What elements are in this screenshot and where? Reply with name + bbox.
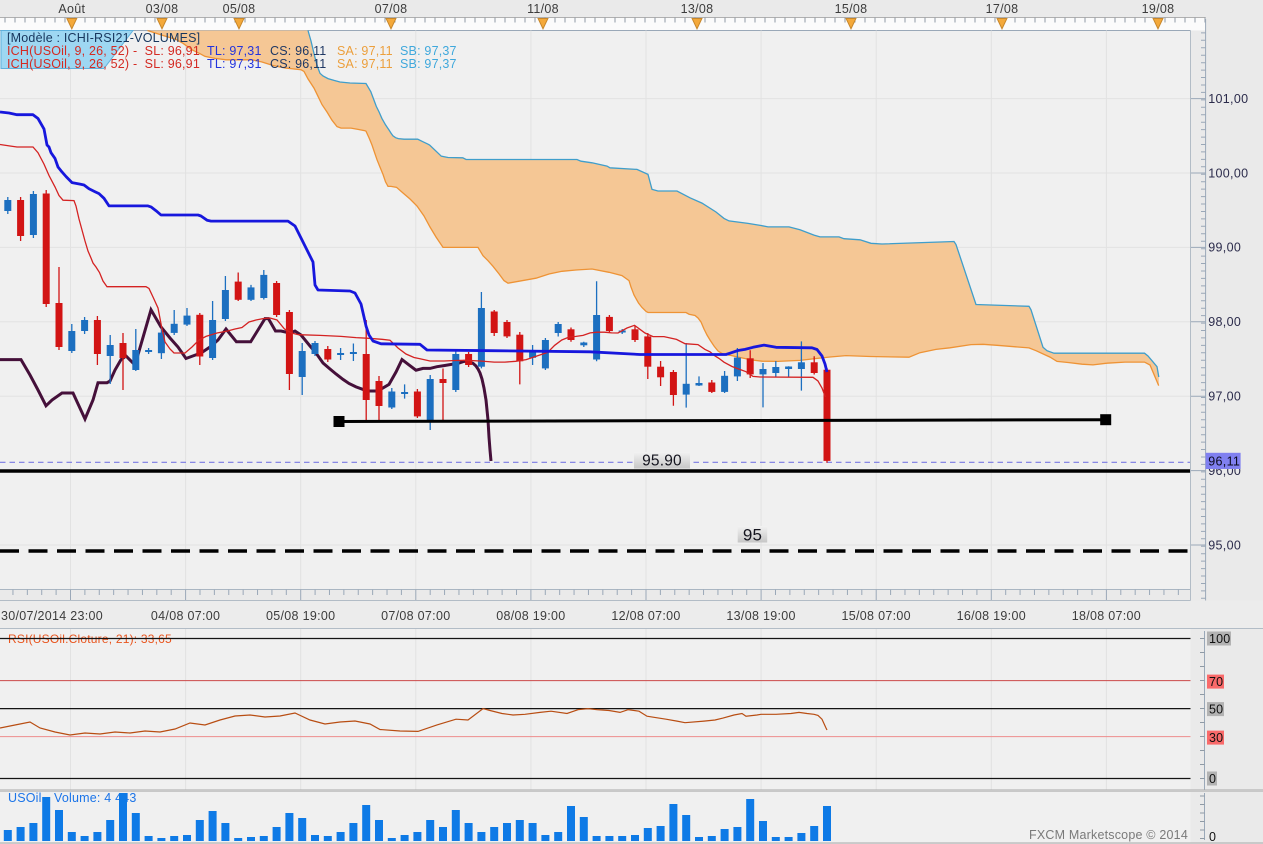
- svg-text:04/08 07:00: 04/08 07:00: [151, 609, 220, 623]
- svg-text:96,11: 96,11: [1208, 455, 1240, 469]
- svg-text:[Modèle : ICHI-RSI21-VOLUMES]: [Modèle : ICHI-RSI21-VOLUMES]: [7, 31, 200, 45]
- svg-text:ICH(USOil, 9, 26, 52) - SL: 9: ICH(USOil, 9, 26, 52) - SL: 96,91: [7, 44, 200, 58]
- svg-text:95,00: 95,00: [1208, 538, 1241, 552]
- svg-text:SA: 97,11: SA: 97,11: [337, 44, 393, 58]
- svg-text:FXCM Marketscope © 2014: FXCM Marketscope © 2014: [1029, 828, 1188, 842]
- svg-text:12/08 07:00: 12/08 07:00: [611, 609, 680, 623]
- svg-text:50: 50: [1209, 703, 1223, 717]
- svg-text:13/08: 13/08: [681, 2, 714, 16]
- svg-text:0: 0: [1209, 830, 1216, 844]
- svg-text:99,00: 99,00: [1208, 241, 1241, 255]
- svg-text:95.90: 95.90: [642, 453, 682, 470]
- svg-text:11/08: 11/08: [527, 2, 559, 16]
- svg-text:97,00: 97,00: [1208, 390, 1241, 404]
- svg-text:18/08 07:00: 18/08 07:00: [1072, 609, 1141, 623]
- svg-text:98,00: 98,00: [1208, 315, 1241, 329]
- svg-text:05/08 19:00: 05/08 19:00: [266, 609, 335, 623]
- svg-text:Août: Août: [58, 2, 85, 16]
- svg-text:30: 30: [1209, 731, 1223, 745]
- svg-text:70: 70: [1209, 675, 1223, 689]
- svg-text:CS: 96,11: CS: 96,11: [270, 57, 326, 71]
- svg-text:08/08 19:00: 08/08 19:00: [496, 609, 565, 623]
- svg-text:100,00: 100,00: [1208, 166, 1248, 180]
- svg-text:30/07/2014 23:00: 30/07/2014 23:00: [1, 609, 103, 623]
- svg-text:95: 95: [743, 526, 762, 545]
- svg-text:SA: 97,11: SA: 97,11: [337, 57, 393, 71]
- svg-text:USOil: USOil: [8, 791, 42, 805]
- svg-text:ICH(USOil, 9, 26, 52) - SL: 9: ICH(USOil, 9, 26, 52) - SL: 96,91: [7, 57, 200, 71]
- svg-text:16/08 19:00: 16/08 19:00: [957, 609, 1026, 623]
- svg-text:15/08 07:00: 15/08 07:00: [842, 609, 911, 623]
- svg-text:SB: 97,37: SB: 97,37: [400, 44, 457, 58]
- svg-text:03/08: 03/08: [146, 2, 179, 16]
- svg-text:05/08: 05/08: [223, 2, 256, 16]
- svg-text:CS: 96,11: CS: 96,11: [270, 44, 326, 58]
- svg-text:15/08: 15/08: [835, 2, 868, 16]
- svg-text:100: 100: [1209, 632, 1230, 646]
- svg-text:13/08 19:00: 13/08 19:00: [726, 609, 795, 623]
- svg-text:SB: 97,37: SB: 97,37: [400, 57, 457, 71]
- svg-text:07/08 07:00: 07/08 07:00: [381, 609, 450, 623]
- svg-text:0: 0: [1209, 772, 1216, 786]
- svg-text:101,00: 101,00: [1208, 92, 1248, 106]
- svg-text:17/08: 17/08: [986, 2, 1019, 16]
- svg-text:TL: 97,31: TL: 97,31: [207, 57, 262, 71]
- svg-text:Volume: 4 443: Volume: 4 443: [54, 791, 137, 805]
- svg-text:19/08: 19/08: [1142, 2, 1175, 16]
- svg-text:07/08: 07/08: [375, 2, 408, 16]
- svg-text:TL: 97,31: TL: 97,31: [207, 44, 262, 58]
